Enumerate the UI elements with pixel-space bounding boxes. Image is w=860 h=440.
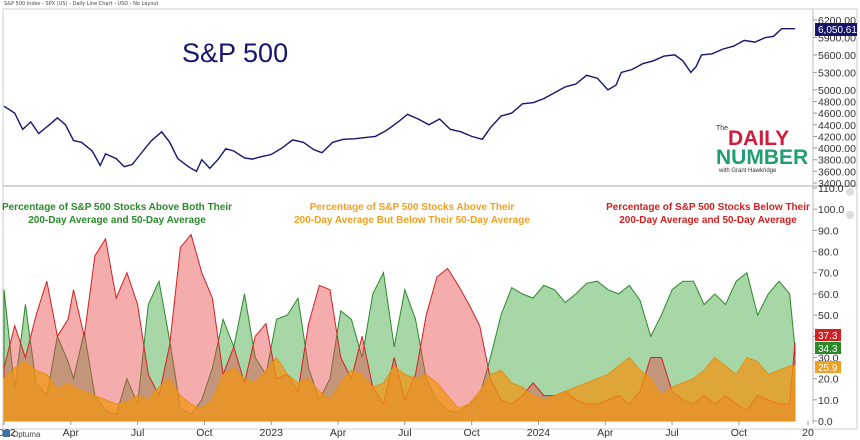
price-tick-label: 4400.00 xyxy=(818,120,856,132)
chart-header: S&P 500 Index - SPX (US) - Daily Line Ch… xyxy=(4,1,159,7)
chart-border xyxy=(2,8,858,430)
sp500-price-line xyxy=(3,28,795,173)
breadth-tick-label: 0.0 xyxy=(818,416,833,428)
collapse-button-bg xyxy=(846,188,854,196)
annotation-green: Percentage of S&P 500 Stocks Above Both … xyxy=(2,202,232,226)
time-tick-label: Jul xyxy=(398,427,411,439)
price-tick-label: 4800.00 xyxy=(818,97,856,109)
time-tick-label: Apr xyxy=(597,427,614,439)
breadth-tick-label: 20.0 xyxy=(818,374,839,386)
expand-button-bg xyxy=(846,211,854,219)
annotation-red: Percentage of S&P 500 Stocks Below Their… xyxy=(606,202,810,226)
badge-red-label: 37.3 xyxy=(818,331,838,342)
time-tick-label: Apr xyxy=(63,427,80,439)
badge-orange-bg xyxy=(815,361,841,373)
breadth-tick-label: 70.0 xyxy=(818,268,839,280)
breadth-axis: 0.010.020.030.040.050.060.070.080.090.01… xyxy=(813,183,844,428)
price-axis: 3400.003600.003800.004000.004200.004400.… xyxy=(813,15,856,190)
badge-orange-label: 25.9 xyxy=(818,363,838,374)
badge-green-label: 34.3 xyxy=(818,344,838,355)
logo-byline: with Grant Hawkridge xyxy=(718,168,777,174)
logo-number: NUMBER xyxy=(716,146,808,169)
price-chart-title: S&P 500 xyxy=(182,38,288,68)
price-tick-label: 4200.00 xyxy=(818,131,856,143)
badge-red-bg xyxy=(815,329,841,341)
breadth-tick-label: 80.0 xyxy=(818,247,839,259)
time-tick-label: 2024 xyxy=(527,427,551,439)
logo-the: The xyxy=(716,125,728,132)
price-tick-label: 4600.00 xyxy=(818,108,856,120)
last-price-badge: 6,050.61 xyxy=(815,23,857,36)
breadth-tick-label: 90.0 xyxy=(818,225,839,237)
annotation-green-line1: Percentage of S&P 500 Stocks Above Both … xyxy=(2,202,232,213)
time-axis: 2022AprJulOct2023AprJulOct2024AprJulOct2… xyxy=(0,421,814,439)
breadth-tick-label: 50.0 xyxy=(818,310,839,322)
time-tick-label: Jul xyxy=(131,427,144,439)
badge-green-bg xyxy=(815,342,841,354)
price-tick-label: 3400.00 xyxy=(818,178,856,190)
last-price-label: 6,050.61 xyxy=(818,25,857,36)
time-tick-label: Oct xyxy=(731,427,747,439)
annotation-orange: Percentage of S&P 500 Stocks Above Their… xyxy=(294,202,530,226)
time-tick-label: 20 xyxy=(802,427,814,439)
annotation-orange-line2: 200-Day Average But Below Their 50-Day A… xyxy=(294,215,530,226)
price-tick-label: 4000.00 xyxy=(818,143,856,155)
price-tick-label: 5000.00 xyxy=(818,85,856,97)
annotation-red-line2: 200-Day Average and 50-Day Average xyxy=(619,215,797,226)
time-tick-label: Jul xyxy=(665,427,678,439)
breadth-tick-label: 100.0 xyxy=(818,204,844,216)
annotation-green-line2: 200-Day Average and 50-Day Average xyxy=(28,215,206,226)
logo-daily: DAILY xyxy=(728,127,789,150)
optuma-icon xyxy=(3,430,10,437)
collapse-panel-button[interactable] xyxy=(846,188,854,196)
time-tick-label: Oct xyxy=(196,427,212,439)
last-price-badge-bg xyxy=(815,23,857,36)
last-value-badges: 37.3 34.3 25.9 xyxy=(815,329,841,374)
price-tick-label: 5300.00 xyxy=(818,67,856,79)
time-tick-label: Apr xyxy=(330,427,347,439)
optuma-footer: Optuma xyxy=(3,430,41,439)
breadth-tick-label: 110.0 xyxy=(818,183,844,195)
optuma-brand: Optuma xyxy=(12,430,41,439)
price-tick-label: 3800.00 xyxy=(818,155,856,167)
price-tick-label: 5600.00 xyxy=(818,50,856,62)
time-tick-label: 2023 xyxy=(260,427,284,439)
annotation-red-line1: Percentage of S&P 500 Stocks Below Their xyxy=(606,202,810,213)
price-tick-label: 3600.00 xyxy=(818,166,856,178)
breadth-tick-label: 60.0 xyxy=(818,289,839,301)
daily-number-logo: The DAILY NUMBER with Grant Hawkridge xyxy=(716,125,808,174)
time-tick-label: Oct xyxy=(463,427,479,439)
breadth-tick-label: 10.0 xyxy=(818,395,839,407)
expand-panel-button[interactable] xyxy=(846,211,854,219)
area-orange-above200-below50 xyxy=(3,356,796,422)
annotation-orange-line1: Percentage of S&P 500 Stocks Above Their xyxy=(310,202,515,213)
